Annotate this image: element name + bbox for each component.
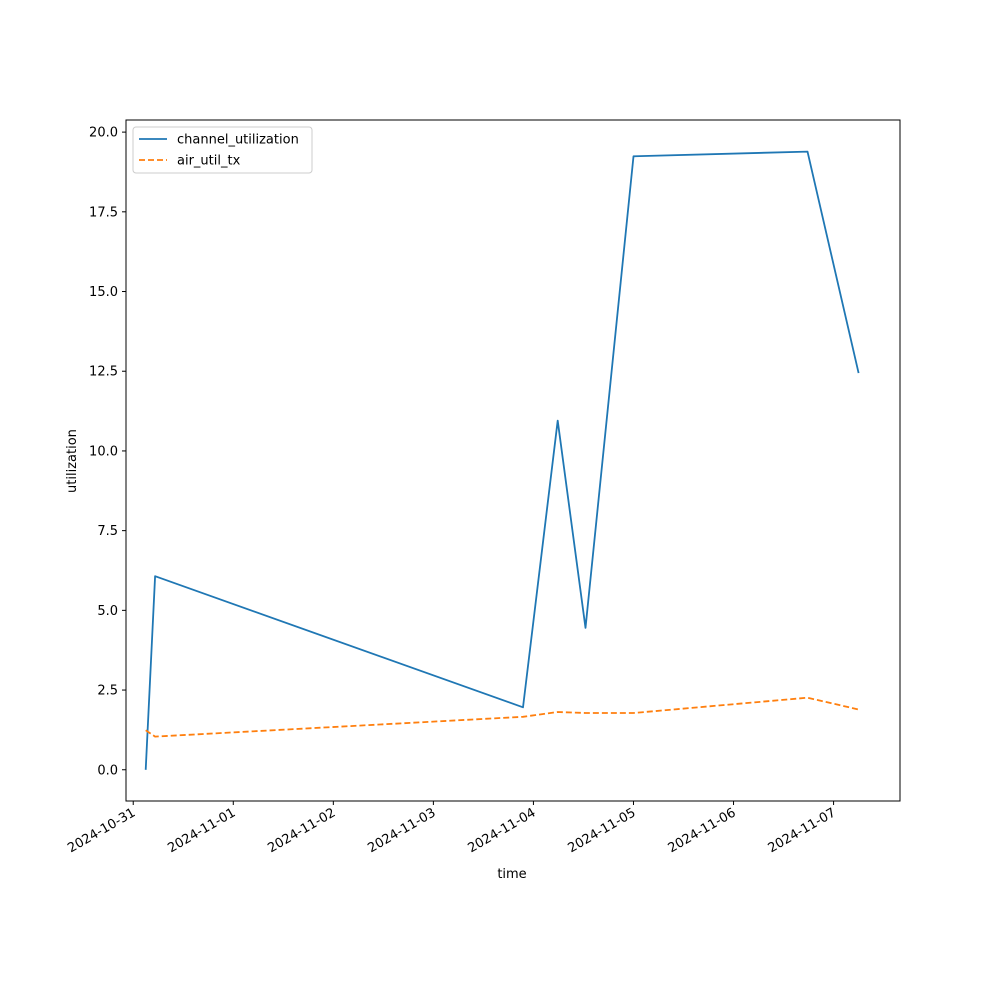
y-tick-label: 20.0 <box>89 126 118 141</box>
y-tick-label: 17.5 <box>89 205 118 220</box>
legend: channel_utilization air_util_tx <box>132 126 313 174</box>
x-axis: 2024-10-31 2024-11-01 2024-11-02 2024-11-03… <box>65 801 839 856</box>
y-tick-label: 12.5 <box>89 365 118 380</box>
x-axis-title: time <box>497 867 526 882</box>
y-axis: 0.0 2.5 5.0 7.5 10.0 12.5 15.0 17.5 20.0 <box>89 126 126 778</box>
plot-area <box>126 120 900 801</box>
x-tick-label: 2024-11-02 <box>265 805 338 856</box>
x-tick-label: 2024-11-07 <box>766 805 839 856</box>
legend-label-channel-utilization: channel_utilization <box>177 133 299 148</box>
x-tick-label: 2024-11-06 <box>666 805 739 856</box>
series-line-channel-utilization <box>144 150 860 770</box>
y-axis-title: utilization <box>65 429 80 493</box>
legend-box <box>132 126 313 174</box>
legend-label-air-util-tx: air_util_tx <box>177 154 241 169</box>
x-tick-label: 2024-11-05 <box>566 805 639 856</box>
y-tick-label: 10.0 <box>89 444 118 459</box>
x-tick-label: 2024-11-03 <box>365 805 438 856</box>
y-tick-label: 7.5 <box>97 524 118 539</box>
y-tick-label: 15.0 <box>89 285 118 300</box>
x-tick-label: 2024-11-01 <box>165 805 238 856</box>
series-layer <box>144 150 860 770</box>
x-tick-label: 2024-10-31 <box>65 805 138 856</box>
y-tick-label: 2.5 <box>97 684 118 699</box>
y-tick-label: 0.0 <box>97 763 118 778</box>
x-tick-label: 2024-11-04 <box>465 805 538 856</box>
plot-frame <box>125 119 901 802</box>
series-line-air-util-tx <box>145 696 859 738</box>
y-tick-label: 5.0 <box>97 604 118 619</box>
